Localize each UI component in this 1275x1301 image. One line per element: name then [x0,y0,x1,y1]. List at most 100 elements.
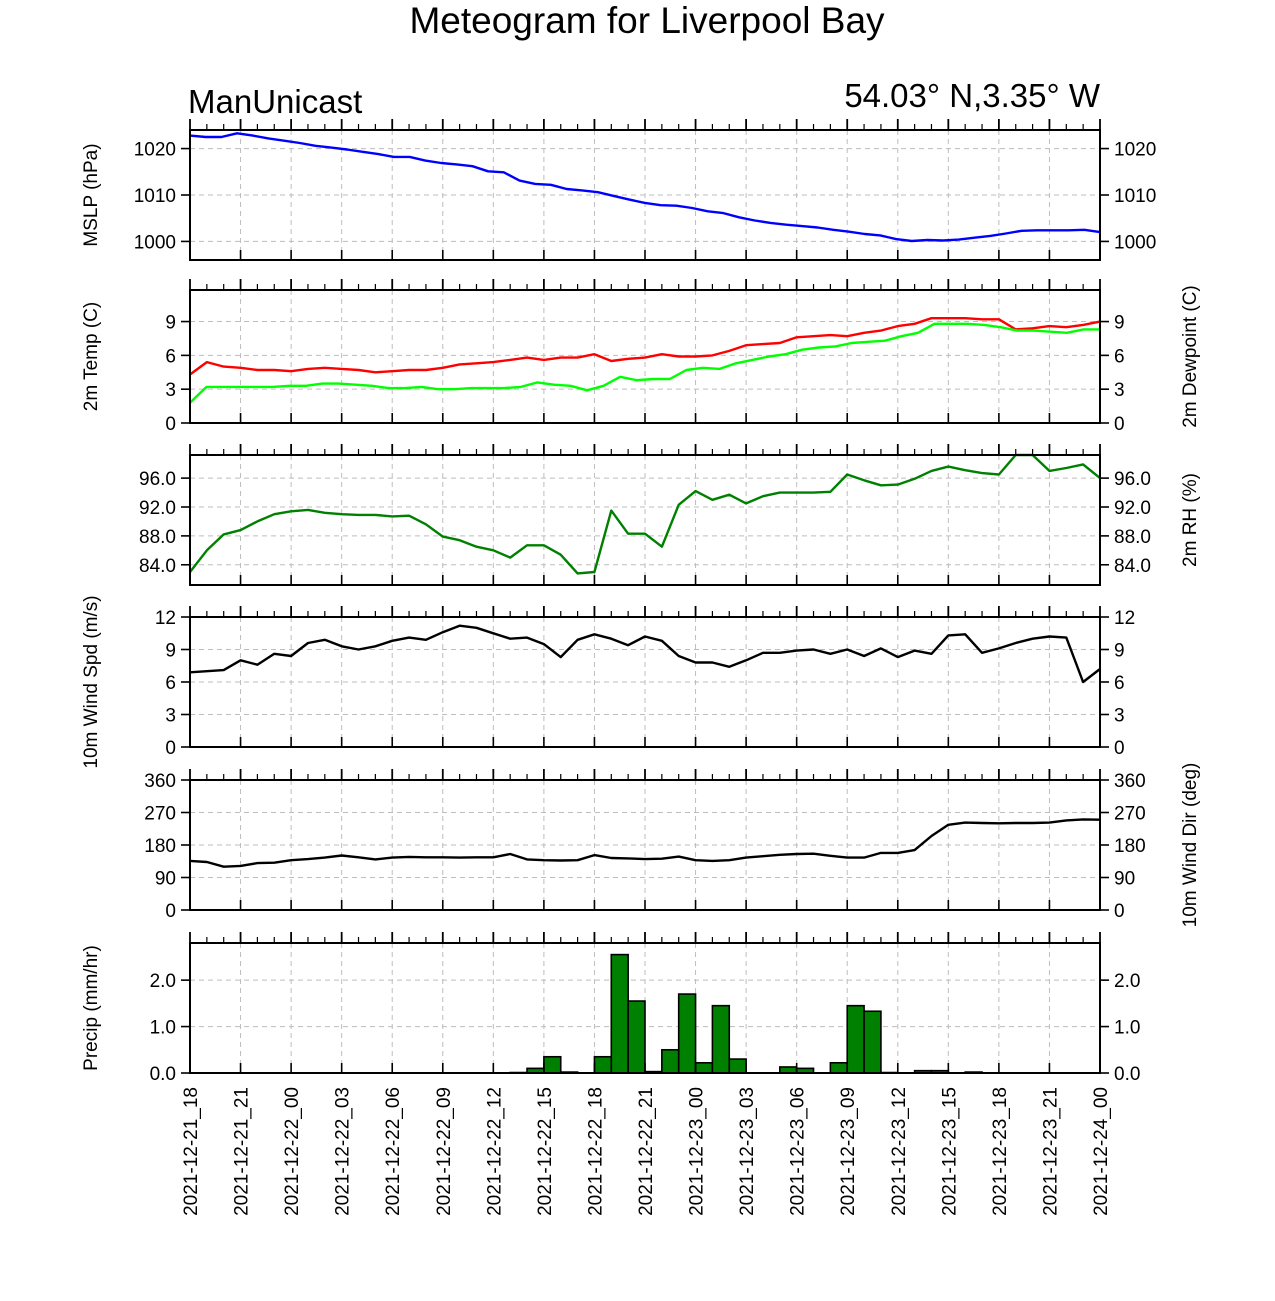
y-tick-label: 0 [1114,414,1125,435]
x-tick-label: 2021-12-23_09 [838,1087,859,1216]
precip-bar [661,1048,680,1074]
x-tick-label: 2021-12-21_21 [232,1087,253,1216]
series-line-1 [189,453,1101,575]
y-tick-label: 0.0 [1114,1064,1140,1085]
y-tick-label: 1010 [134,186,176,207]
y-tick-label: 3 [165,380,176,401]
y-axis-label: 10m Wind Spd (m/s) [81,595,102,768]
y-tick-label: 92.0 [139,498,176,519]
y-tick-label: 1.0 [1114,1018,1140,1039]
y-tick-label: 270 [1114,804,1146,825]
x-tick-label: 2021-12-22_00 [282,1087,303,1216]
y-tick-label: 2.0 [1114,971,1140,992]
y-tick-label: 360 [1114,771,1146,792]
model-label: ManUnicast [188,83,362,120]
y-tick-label: 0.0 [150,1064,176,1085]
y-tick-label: 6 [165,346,176,367]
series-line-1 [189,317,1101,376]
y-tick-label: 84.0 [1114,556,1151,577]
series-line-1 [189,624,1101,684]
y-tick-label: 1010 [1114,186,1156,207]
precip-bar [543,1055,562,1074]
panel-4: 0 0 3 3 6 6 9 9 12 12 10m Wind Spd (m/s) [81,595,1135,768]
y-tick-label: 96.0 [139,469,176,490]
precip-bar [627,1000,646,1074]
y-tick-label: 0 [1114,738,1125,759]
y-tick-label: 0 [165,414,176,435]
y-tick-label: 270 [144,804,176,825]
chart-title: Meteogram for Liverpool Bay [409,0,885,41]
x-tick-label: 2021-12-24_00 [1091,1087,1112,1216]
y-tick-label: 90 [1114,869,1135,890]
location-label: 54.03° N,3.35° W [844,77,1101,114]
panel-5: 0 0 90 90 180 180 270 270 360 360 10m Wind Dir (de… [144,763,1201,928]
y-tick-label: 84.0 [139,556,176,577]
y-tick-label: 9 [165,641,176,662]
y-axis-label: MSLP (hPa) [81,143,102,246]
y-tick-label: 3 [165,706,176,727]
panel-3: 84.0 84.0 88.0 88.0 92.0 92.0 96.0 96.0 2m RH (%… [139,444,1201,586]
precip-bar [694,1061,714,1074]
y-tick-label: 3 [1114,706,1125,727]
x-tick-label: 2021-12-22_12 [484,1087,505,1216]
y-tick-label: 90 [155,869,176,890]
x-tick-label: 2021-12-21_18 [181,1087,202,1216]
precip-bar [728,1058,747,1074]
x-tick-label: 2021-12-22_18 [585,1087,606,1216]
x-tick-label: 2021-12-23_15 [939,1087,960,1216]
y-tick-label: 2.0 [150,971,176,992]
y-tick-label: 1020 [134,140,176,161]
y-axis-label-right: 2m Dewpoint (C) [1180,285,1201,428]
y-tick-label: 0 [165,738,176,759]
x-tick-label: 2021-12-22_03 [333,1087,354,1216]
y-tick-label: 6 [165,673,176,694]
y-tick-label: 0 [1114,901,1125,922]
y-axis-label: 2m Temp (C) [81,302,102,411]
precip-bar [863,1010,882,1074]
y-tick-label: 180 [1114,836,1146,857]
series-line-1 [189,818,1101,868]
x-tick-label: 2021-12-22_15 [535,1087,556,1216]
x-tick-label: 2021-12-23_12 [889,1087,910,1216]
x-tick-label: 2021-12-23_00 [687,1087,708,1216]
y-tick-label: 9 [165,313,176,334]
y-tick-label: 92.0 [1114,498,1151,519]
y-tick-label: 88.0 [139,527,176,548]
y-axis-label: Precip (mm/hr) [81,945,102,1071]
panel-1: 1000 1000 1010 1010 1020 1020 MSLP (hPa) [81,119,1156,261]
y-axis-label-right: 10m Wind Dir (deg) [1180,763,1201,928]
y-tick-label: 6 [1114,346,1125,367]
y-tick-label: 88.0 [1114,527,1151,548]
y-tick-label: 12 [155,608,176,629]
precip-bar [846,1004,865,1074]
series-line-2 [189,322,1100,404]
x-tick-label: 2021-12-22_06 [383,1087,404,1216]
x-tick-label: 2021-12-23_06 [788,1087,809,1216]
y-tick-label: 0 [165,901,176,922]
series-line-1 [189,132,1101,243]
x-tick-label: 2021-12-22_21 [636,1087,657,1216]
panel-6: 0.0 0.0 1.0 1.0 2.0 2.0 Precip (mm/hr) [81,932,1140,1085]
x-tick-label: 2021-12-22_09 [434,1087,455,1216]
y-tick-label: 96.0 [1114,469,1151,490]
y-tick-label: 9 [1114,641,1125,662]
y-tick-label: 1000 [1114,232,1156,253]
y-tick-label: 6 [1114,673,1125,694]
precip-bar [677,993,697,1074]
x-tick-label: 2021-12-23_03 [737,1087,758,1216]
y-axis-label-right: 2m RH (%) [1180,473,1201,567]
y-tick-label: 9 [1114,313,1125,334]
precip-bar [593,1055,613,1074]
y-tick-label: 12 [1114,608,1135,629]
precip-bar [610,953,629,1074]
panel-2: 0 0 3 3 6 6 9 9 2m Temp (C) 2m Dewpoint (C) [81,279,1201,435]
y-tick-label: 1020 [1114,140,1156,161]
y-tick-label: 1000 [134,232,176,253]
y-tick-label: 1.0 [150,1018,176,1039]
precip-bar [711,1004,731,1074]
y-tick-label: 360 [144,771,176,792]
time-axis: 2021-12-21_18 2021-12-21_21 2021-12-22_00 2… [181,1087,1112,1216]
y-tick-label: 180 [144,836,176,857]
x-tick-label: 2021-12-23_21 [1040,1087,1061,1216]
